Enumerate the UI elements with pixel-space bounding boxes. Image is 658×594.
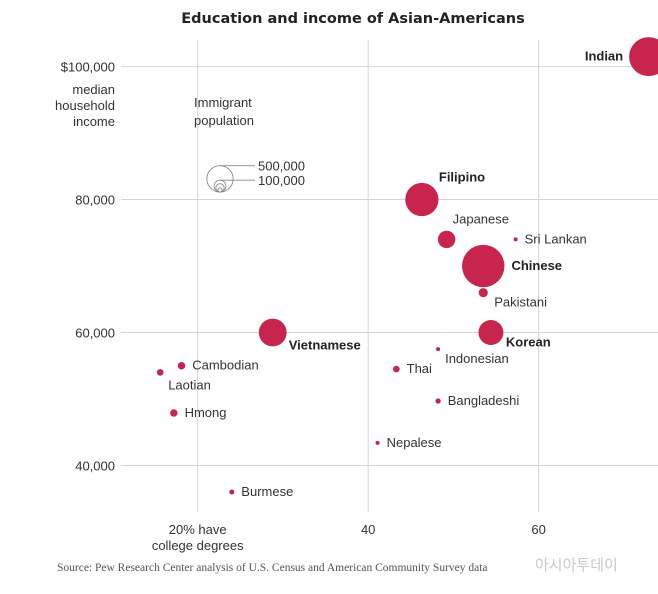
watermark: 아시아투데이: [535, 556, 618, 574]
point-label-chinese: Chinese: [511, 258, 562, 273]
legend-title-line: population: [194, 113, 254, 128]
point-vietnamese: [258, 318, 287, 347]
point-label-japanese: Japanese: [453, 211, 509, 226]
point-label-nepalese: Nepalese: [387, 435, 442, 450]
y-axis-label-line: household: [55, 98, 115, 113]
point-label-vietnamese: Vietnamese: [289, 338, 361, 353]
grid: [121, 40, 658, 512]
x-axis-label-line: 20% have: [169, 522, 227, 537]
y-axis-label-line: median: [72, 82, 115, 97]
source-note: Source: Pew Research Center analysis of …: [57, 562, 488, 574]
point-japanese: [437, 230, 456, 249]
point-label-indonesian: Indonesian: [445, 351, 509, 366]
point-label-laotian: Laotian: [168, 377, 211, 392]
point-indian: [629, 37, 658, 77]
point-label-korean: Korean: [506, 335, 551, 350]
point-cambodian: [177, 362, 186, 370]
point-label-cambodian: Cambodian: [192, 358, 259, 373]
point-laotian: [156, 369, 164, 376]
point-label-burmese: Burmese: [241, 484, 293, 499]
point-indonesian: [436, 347, 441, 352]
point-korean: [478, 320, 504, 345]
y-tick-label: 80,000: [75, 193, 115, 208]
y-axis-ticks: $100,000 80,000 60,000 40,000: [61, 60, 115, 474]
chart-title: Education and income of Asian-Americans: [181, 11, 524, 27]
point-label-hmong: Hmong: [185, 405, 227, 420]
point-labels: Indian Filipino Japanese Sri Lankan Chinese P…: [168, 49, 623, 499]
point-hmong: [170, 409, 178, 417]
point-label-indian: Indian: [585, 49, 623, 64]
point-sri-lankan: [513, 237, 518, 242]
y-tick-label: 60,000: [75, 326, 115, 341]
y-axis-label-line: income: [73, 114, 115, 129]
legend-circle: [217, 187, 223, 193]
point-label-thai: Thai: [407, 361, 432, 376]
x-tick-label: 60: [531, 522, 545, 537]
point-nepalese: [375, 440, 380, 445]
point-filipino: [405, 182, 439, 217]
point-label-bangladeshi: Bangladeshi: [448, 393, 520, 408]
point-thai: [392, 365, 400, 373]
y-tick-label: $100,000: [61, 60, 115, 75]
point-label-sri-lankan: Sri Lankan: [525, 231, 587, 246]
point-label-filipino: Filipino: [439, 170, 485, 185]
point-label-pakistani: Pakistani: [494, 295, 547, 310]
x-axis-ticks: 40 60: [361, 522, 546, 537]
data-points: [156, 37, 658, 495]
point-chinese: [462, 244, 505, 288]
point-bangladeshi: [435, 398, 441, 404]
point-pakistani: [478, 288, 488, 298]
x-axis-label-line: college degrees: [152, 538, 244, 553]
legend-entry-label: 500,000: [258, 159, 305, 174]
x-tick-label: 40: [361, 522, 375, 537]
point-burmese: [229, 489, 235, 495]
legend-title-line: Immigrant: [194, 95, 252, 110]
legend-entry-label: 100,000: [258, 173, 305, 188]
y-tick-label: 40,000: [75, 458, 115, 473]
